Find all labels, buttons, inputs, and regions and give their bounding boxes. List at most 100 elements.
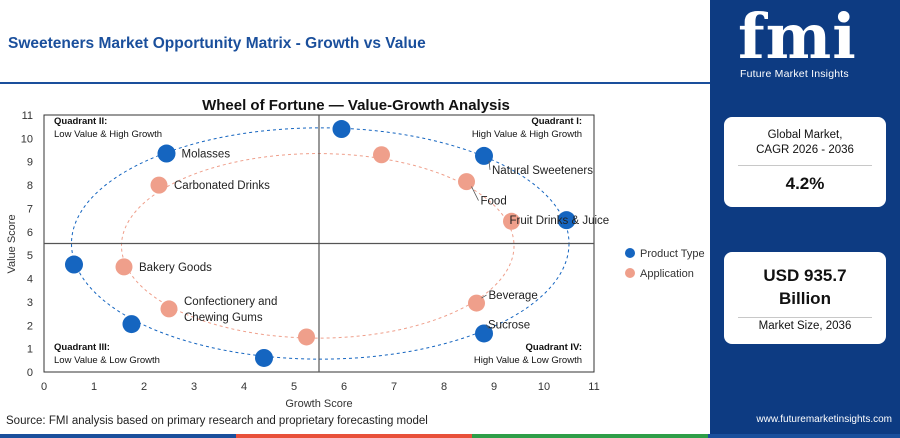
point-label-line: Confectionery and [184, 296, 277, 308]
cagr-divider [738, 165, 872, 166]
x-tick-label: 11 [588, 381, 599, 393]
y-tick-label: 11 [22, 110, 33, 122]
title-divider [0, 82, 710, 84]
quadrant-iii-name: Quadrant III: [54, 342, 110, 353]
bottom-bar-segment [236, 434, 472, 438]
chart-title: Wheel of Fortune — Value-Growth Analysis [202, 97, 510, 114]
point-label: Bakery Goods [139, 262, 212, 274]
point-label: Molasses [182, 149, 231, 161]
label-leader [485, 324, 490, 329]
info-sidebar: fmi Future Market Insights Global Market… [710, 0, 900, 438]
bottom-bar-segment [472, 434, 708, 438]
point-label-line: Fruit Drinks & Juice [510, 215, 610, 227]
x-tick-label: 6 [341, 381, 347, 393]
y-tick-label: 7 [27, 203, 33, 215]
product-type-point [475, 146, 493, 165]
legend-application-label: Application [640, 268, 694, 280]
logo-subtitle: Future Market Insights [740, 68, 849, 80]
y-tick-label: 5 [27, 250, 33, 262]
x-tick-label: 3 [191, 381, 197, 393]
point-label-line: Molasses [182, 149, 231, 161]
point-label-line: Bakery Goods [139, 262, 212, 274]
application-point [458, 173, 475, 191]
x-tick-label: 5 [291, 381, 297, 393]
x-tick-label: 7 [391, 381, 397, 393]
point-label: Beverage [489, 290, 538, 302]
quadrant-iv-name: Quadrant IV: [526, 342, 582, 353]
label-leader [488, 160, 491, 170]
y-tick-label: 10 [21, 133, 33, 145]
y-axis-label: Value Score [6, 214, 18, 273]
source-note: Source: FMI analysis based on primary re… [6, 415, 428, 427]
product-type-point [122, 315, 141, 334]
x-tick-label: 0 [41, 381, 47, 393]
y-tick-label: 0 [27, 367, 33, 379]
point-label: Fruit Drinks & Juice [510, 215, 610, 227]
bottom-bar-segment [0, 434, 236, 438]
fmi-logo: fmi Future Market Insights [710, 0, 900, 90]
point-label: Natural Sweeteners [492, 165, 593, 177]
opportunity-matrix-chart: Wheel of Fortune — Value-Growth Analysis… [6, 97, 705, 410]
market-size-value-line1: USD 935.7 [763, 266, 847, 285]
y-tick-label: 3 [27, 297, 33, 309]
market-size-card: USD 935.7 Billion Market Size, 2036 [724, 252, 886, 344]
point-label-line: Beverage [489, 290, 538, 302]
market-size-value: USD 935.7 Billion [724, 252, 886, 310]
website-link[interactable]: www.futuremarketinsights.com [756, 414, 892, 425]
market-size-value-line2: Billion [779, 289, 831, 308]
label-leader [481, 294, 487, 299]
legend-product-type-label: Product Type [640, 248, 705, 260]
x-tick-label: 1 [91, 381, 97, 393]
application-point [160, 300, 178, 318]
x-axis-label: Growth Score [285, 398, 352, 410]
quadrant-i-name: Quadrant I: [531, 116, 582, 127]
point-label-line: Chewing Gums [184, 312, 263, 324]
y-tick-label: 2 [27, 320, 33, 332]
chart-panel: Sweeteners Market Opportunity Matrix - G… [0, 35, 710, 427]
point-label-line: Sucrose [488, 319, 530, 331]
application-point [468, 294, 485, 312]
bottom-bar-segment [708, 434, 900, 438]
point-label-line: Natural Sweeteners [492, 165, 593, 177]
point-label: Sucrose [488, 319, 530, 331]
application-point [115, 258, 133, 276]
application-point [373, 146, 390, 164]
point-label: Food [481, 196, 507, 208]
application-ring [121, 153, 515, 339]
quadrant-ii-desc: Low Value & High Growth [54, 129, 162, 140]
x-tick-label: 2 [141, 381, 147, 393]
product-type-point [255, 348, 273, 367]
point-label-line: Food [481, 196, 507, 208]
product-type-point [332, 120, 351, 139]
application-point [503, 212, 520, 230]
cagr-label-line1: Global Market, [767, 129, 843, 141]
market-size-divider [738, 317, 872, 318]
market-size-label: Market Size, 2036 [758, 320, 852, 332]
application-point [298, 328, 315, 346]
quadrant-iii-desc: Low Value & Low Growth [54, 355, 160, 366]
quadrant-iv-desc: High Value & Low Growth [474, 355, 582, 366]
y-tick-label: 4 [27, 274, 33, 286]
bottom-color-bar [0, 434, 900, 438]
logo-wordmark: fmi [738, 0, 857, 73]
x-tick-label: 8 [441, 381, 447, 393]
application-point [150, 176, 168, 194]
x-tick-label: 4 [241, 381, 247, 393]
point-label-line: Carbonated Drinks [174, 180, 270, 192]
y-tick-label: 8 [27, 180, 33, 192]
y-tick-label: 6 [27, 227, 33, 239]
y-tick-label: 9 [27, 157, 33, 169]
chart-marks: 0 1 2 3 4 5 6 7 8 9 10 11 0 1 2 3 4 5 6 7 8 9 10 11 Molasses Natu… [21, 110, 609, 393]
product-type-point [557, 211, 576, 230]
product-type-point [475, 324, 493, 343]
y-tick-label: 1 [27, 344, 33, 356]
label-leader [471, 186, 479, 201]
product-type-point [65, 255, 83, 274]
product-type-point [157, 144, 176, 163]
quadrant-i-desc: High Value & High Growth [472, 129, 582, 140]
quadrant-ii-name: Quadrant II: [54, 116, 107, 127]
point-label: Carbonated Drinks [174, 180, 270, 192]
cagr-value: 4.2% [785, 174, 825, 193]
x-tick-label: 9 [491, 381, 497, 393]
legend-product-type-marker [625, 248, 635, 258]
